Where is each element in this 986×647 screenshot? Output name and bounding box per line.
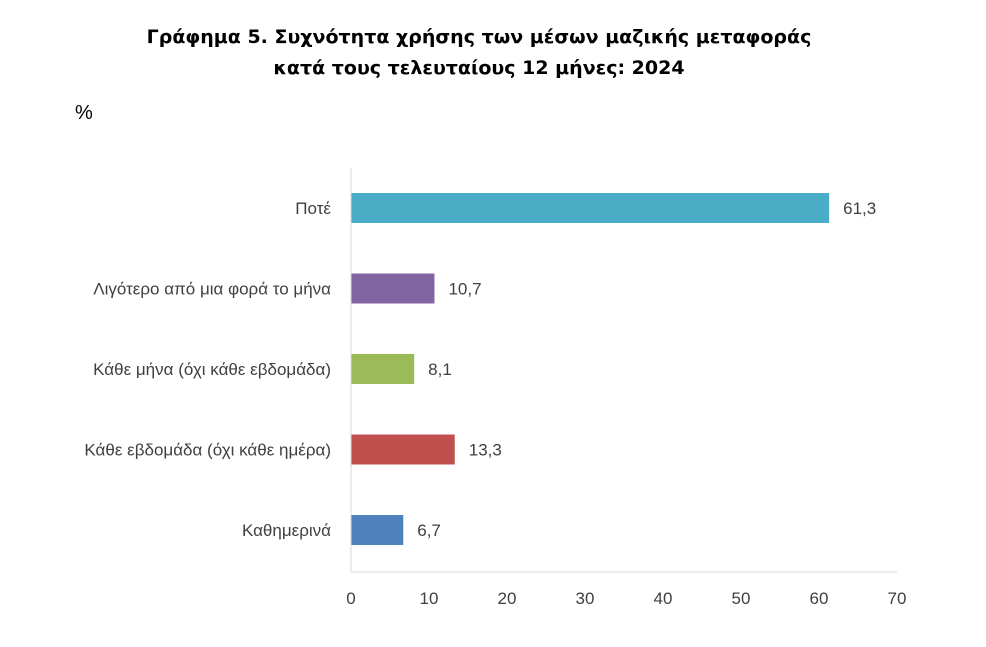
value-label-2: 10,7	[448, 280, 481, 299]
category-label-4: Κάθε εβδομάδα (όχι κάθε ημέρα)	[84, 441, 331, 460]
bar-4	[351, 434, 455, 465]
x-tick-label-50: 50	[732, 589, 751, 608]
category-label-2: Λιγότερο από μια φορά το μήνα	[93, 280, 331, 299]
chart-title-line-1: Γράφημα 5. Συχνότητα χρήσης των μέσων μα…	[146, 26, 812, 48]
category-label-5: Καθημερινά	[242, 521, 331, 540]
value-label-3: 8,1	[428, 360, 452, 379]
bar-2	[351, 273, 435, 304]
bars-group	[351, 193, 830, 545]
bar-3	[351, 354, 415, 384]
x-tick-labels-group: 0 10 20 30 40 50 60 70	[346, 589, 906, 608]
category-label-1: Ποτέ	[295, 199, 331, 218]
x-tick-label-60: 60	[810, 589, 829, 608]
x-tick-label-10: 10	[420, 589, 439, 608]
category-labels-group: Ποτέ Λιγότερο από μια φορά το μήνα Κάθε μή…	[84, 199, 331, 540]
x-tick-label-30: 30	[576, 589, 595, 608]
x-tick-label-70: 70	[888, 589, 907, 608]
bar-1	[351, 193, 830, 223]
chart-title-line-2: κατά τους τελευταίους 12 μήνες: 2024	[273, 57, 685, 79]
category-label-3: Κάθε μήνα (όχι κάθε εβδομάδα)	[93, 360, 331, 379]
value-label-5: 6,7	[417, 521, 441, 540]
bar-5	[351, 515, 404, 545]
x-tick-label-40: 40	[654, 589, 673, 608]
unit-label: %	[75, 102, 93, 124]
chart-title: Γράφημα 5. Συχνότητα χρήσης των μέσων μα…	[0, 22, 958, 84]
value-label-4: 13,3	[469, 441, 502, 460]
x-tick-label-20: 20	[498, 589, 517, 608]
value-labels-group: 61,3 10,7 8,1 13,3 6,7	[417, 199, 876, 540]
value-label-1: 61,3	[843, 199, 876, 218]
x-tick-label-0: 0	[346, 589, 355, 608]
